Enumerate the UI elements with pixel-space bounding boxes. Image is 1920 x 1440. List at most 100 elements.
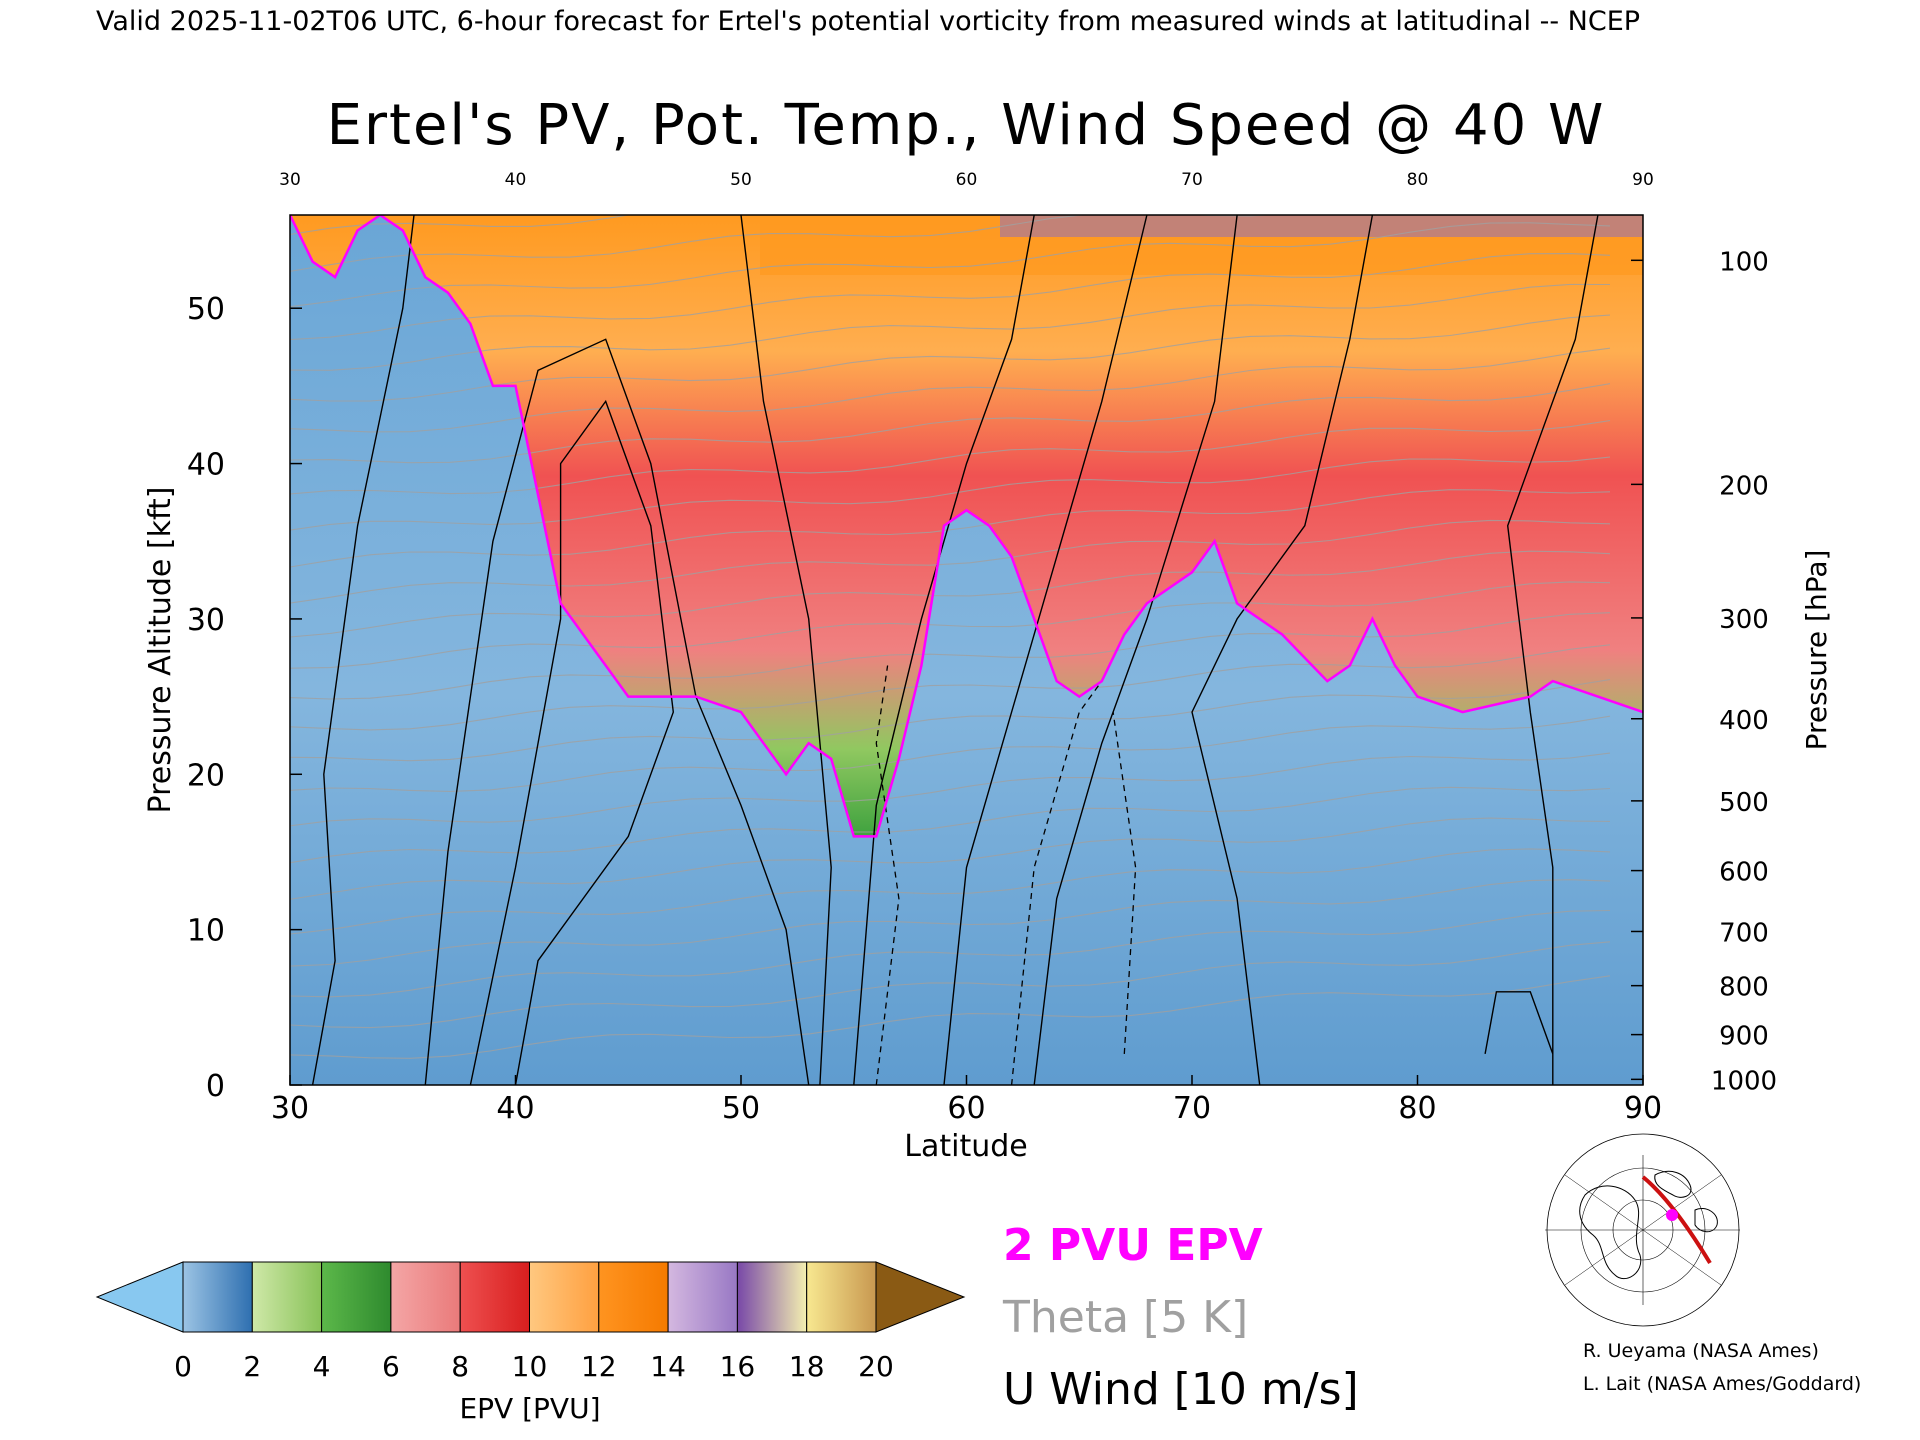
theta-contour-line [290, 715, 1611, 792]
valid-time-header: Valid 2025-11-02T06 UTC, 6-hour forecast… [96, 6, 1640, 37]
y-axis-label: Pressure Altitude [kft] [143, 487, 178, 814]
theta-contour-line [290, 519, 1611, 604]
section-marker [1666, 1209, 1678, 1221]
colorbar-bin [390, 1261, 461, 1333]
theta-contour-line [290, 975, 1611, 1059]
colorbar-tick-label: 8 [451, 1350, 469, 1383]
wind-contour-line [424, 338, 810, 1085]
theta-contour-line [290, 848, 1611, 935]
y-tick-label: 0 [206, 1069, 225, 1104]
colorbar-bin [529, 1261, 600, 1333]
x-axis-top: 30 40 50 60 70 80 90 [279, 170, 1654, 190]
legend-wind: U Wind [10 m/s] [1003, 1364, 1359, 1415]
theta-contour-line [290, 283, 1611, 371]
theta-contour-line [290, 909, 1611, 998]
pressure-tick-label: 500 [1719, 788, 1769, 818]
y-axis-right-label: Pressure [hPa] [1800, 550, 1833, 751]
theta-contour-line [290, 550, 1611, 638]
y-axis-left: 0 10 20 30 40 50 [187, 292, 302, 1104]
plot-area [289, 214, 1644, 1086]
epv-colorbar: 0 2 4 6 8 10 12 14 16 18 20 EPV [PVU] [95, 1261, 966, 1425]
colorbar-bin [598, 1261, 669, 1333]
x-top-tick-label: 40 [505, 170, 527, 190]
x-tick-label: 40 [496, 1091, 534, 1126]
x-top-tick-label: 50 [730, 170, 752, 190]
colorbar-bin [321, 1261, 392, 1333]
x-top-tick-label: 30 [279, 170, 301, 190]
x-tick-label: 90 [1624, 1091, 1662, 1126]
wind-contour-line [943, 215, 1148, 1085]
credit-line-1: R. Ueyama (NASA Ames) [1583, 1340, 1819, 1362]
pressure-tick-label: 100 [1719, 247, 1769, 277]
x-tick-label: 30 [271, 1091, 309, 1126]
y-axis-right-pressure: 100 200 300 400 500 600 700 800 900 1000 [1631, 247, 1777, 1096]
theta-contour-line [290, 679, 1611, 762]
colorbar-tick-label: 6 [382, 1350, 400, 1383]
pressure-tick-label: 300 [1719, 605, 1769, 635]
easterly-wind-contour [1112, 712, 1137, 1054]
y-tick-label: 40 [187, 448, 225, 483]
pressure-tick-label: 200 [1719, 471, 1769, 501]
legend-theta: Theta [5 K] [1002, 1292, 1248, 1343]
theta-contour-line [290, 612, 1611, 700]
theta-contour-line [290, 644, 1611, 731]
x-top-tick-label: 70 [1181, 170, 1203, 190]
colorbar-under-arrow [95, 1261, 184, 1333]
theta-contour-line [290, 456, 1611, 531]
theta-contour-line [290, 879, 1611, 967]
two-pvu-contour [290, 215, 1643, 838]
colorbar-bin [251, 1261, 323, 1333]
upper-purple-band [1000, 215, 1643, 237]
x-tick-label: 50 [722, 1091, 760, 1126]
theta-contour-line [290, 383, 1611, 464]
x-axis-bottom: 30 40 50 60 70 80 90 [271, 1075, 1662, 1126]
theta-contour-line [290, 215, 631, 235]
theta-contour-line [290, 215, 1277, 272]
easterly-wind-contour [1010, 680, 1103, 1085]
theta-contour-line [290, 314, 1611, 402]
colorbar-tick-label: 20 [858, 1350, 894, 1383]
wind-contour-line [469, 399, 675, 1085]
theta-contours [290, 215, 1611, 1059]
credit-line-2: L. Lait (NASA Ames/Goddard) [1583, 1373, 1861, 1395]
chart-title: Ertel's PV, Pot. Temp., Wind Speed @ 40 … [327, 93, 1606, 158]
legend-pv: 2 PVU EPV [1003, 1220, 1263, 1271]
theta-contour-line [290, 222, 1611, 308]
x-tick-label: 60 [947, 1091, 985, 1126]
x-top-tick-label: 90 [1632, 170, 1654, 190]
wind-contour-line [740, 215, 832, 1085]
colorbar-tick-label: 0 [174, 1350, 192, 1383]
colorbar-bin [182, 1261, 253, 1333]
colorbar-tick-label: 4 [313, 1350, 331, 1383]
theta-contour-line [290, 752, 1611, 827]
y-tick-label: 10 [187, 914, 225, 949]
pressure-tick-label: 700 [1719, 918, 1769, 948]
colorbar-tick-label: 18 [789, 1350, 825, 1383]
pressure-tick-label: 900 [1719, 1022, 1769, 1052]
wind-contour-line [311, 215, 415, 1085]
theta-contour-line [290, 817, 1611, 900]
colorbar-bin [459, 1261, 531, 1333]
globe-map-icon [1545, 1133, 1740, 1327]
wind-contours [311, 215, 1599, 1085]
legend: 2 PVU EPV Theta [5 K] U Wind [10 m/s] [1002, 1220, 1359, 1415]
x-top-tick-label: 60 [956, 170, 978, 190]
theta-contour-line [290, 489, 1611, 568]
colorbar-bin [806, 1261, 877, 1333]
x-tick-label: 70 [1173, 1091, 1211, 1126]
x-tick-label: 80 [1398, 1091, 1436, 1126]
y-tick-label: 30 [187, 603, 225, 638]
y-tick-label: 20 [187, 758, 225, 793]
colorbar-bin [667, 1261, 738, 1333]
x-top-tick-label: 80 [1407, 170, 1429, 190]
theta-contour-line [290, 253, 1611, 341]
pressure-tick-label: 800 [1719, 973, 1769, 1003]
easterly-wind-contour [875, 665, 900, 1085]
stratosphere-field [290, 215, 1643, 837]
colorbar-label: EPV [PVU] [459, 1392, 600, 1425]
wind-contour-line [1506, 215, 1599, 1085]
wind-contour-line [1191, 215, 1374, 1085]
y-tick-label: 50 [187, 292, 225, 327]
colorbar-tick-label: 2 [243, 1350, 261, 1383]
